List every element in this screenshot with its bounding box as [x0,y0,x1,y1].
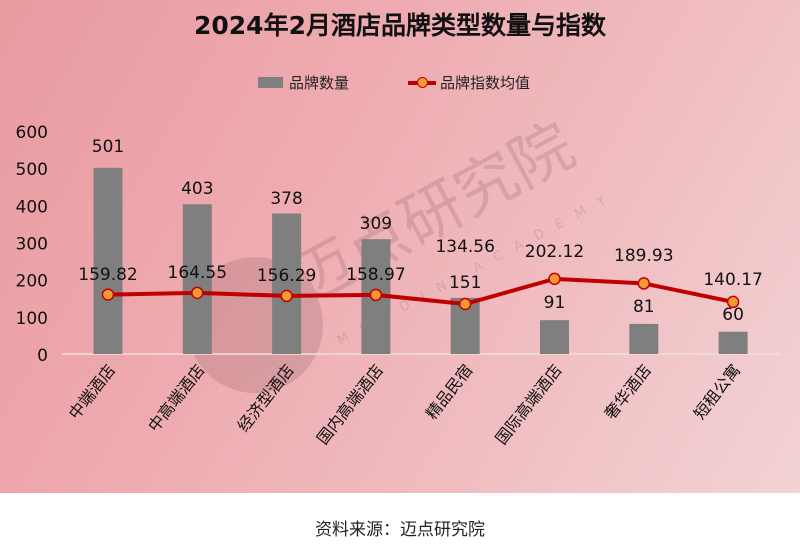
x-tick-label: 奢华酒店 [601,361,655,423]
line-value-label: 159.82 [78,265,137,285]
x-axis-labels: 中端酒店 中高端酒店 经济型酒店 国内高端酒店 精品民宿 国际高端酒店 奢华酒店 短租公寓 [65,361,744,448]
legend: 品牌数量 品牌指数均值 [0,72,800,92]
line-value-label: 158.97 [346,265,405,285]
y-tick-label: 100 [16,309,48,329]
line-value-label: 202.12 [525,242,584,262]
bar-swatch-icon [258,77,283,88]
y-tick-label: 500 [16,160,48,180]
line-series [101,272,740,311]
line-value-label: 189.93 [614,246,673,266]
y-tick-label: 0 [37,346,48,366]
line-marker [369,288,383,302]
line-value-label: 156.29 [257,266,316,286]
bar-value-label: 60 [722,305,744,325]
x-tick-label: 短租公寓 [690,361,744,423]
chart-title: 2024年2月酒店品牌类型数量与指数 [194,11,606,40]
bar [540,320,569,354]
line-marker [726,295,740,309]
x-tick-label: 国内高端酒店 [313,361,387,448]
line-value-label: 140.17 [703,270,762,290]
legend-line-label: 品牌指数均值 [440,74,531,92]
line-marker [280,289,293,303]
bar [629,323,659,354]
line-marker [458,297,472,311]
bar-value-label: 309 [360,214,392,234]
legend-item-line: 品牌指数均值 [408,72,530,93]
chart-panel: 2024年2月酒店品牌类型数量与指数 品牌数量 品牌指数均值 迈点研究院 MEA… [0,0,800,493]
x-tick-label: 中高端酒店 [144,361,208,436]
legend-item-bar: 品牌数量 [258,72,349,93]
y-tick-label: 400 [16,197,48,217]
bar-value-label: 151 [449,273,481,293]
legend-bar-label: 品牌数量 [289,74,350,92]
x-tick-label: 国际高端酒店 [492,361,566,448]
y-axis: 0 100 200 300 400 500 600 [16,123,48,366]
bar [93,167,123,354]
y-tick-label: 200 [16,272,48,292]
combo-chart: 迈点研究院 MEADIN ACADEMY 0100200300400500600… [16,108,780,448]
y-tick-label: 300 [16,235,48,255]
bar [718,331,748,354]
data-labels: 501 159.82 403 164.55 378 156.29 309 158.97 151 1… [78,137,763,325]
line-marker [637,277,651,290]
line-marker [548,272,561,286]
bar-value-label: 81 [633,297,655,317]
x-tick-label: 精品民宿 [422,361,476,423]
line-marker [191,286,204,300]
bar-value-label: 403 [181,179,213,199]
bar [182,204,212,354]
line-value-label: 134.56 [435,237,494,257]
bar-value-label: 501 [92,137,124,157]
line-marker-swatch-icon [408,76,436,89]
line-marker [101,288,115,301]
line-value-label: 164.55 [168,263,227,283]
index-line [107,276,734,306]
source-note: 资料来源：迈点研究院 [315,520,485,540]
bar-value-label: 378 [270,189,302,209]
y-tick-label: 600 [16,123,48,143]
bar [272,213,302,354]
bar-value-label: 91 [544,293,566,313]
x-tick-label: 中端酒店 [65,361,119,423]
